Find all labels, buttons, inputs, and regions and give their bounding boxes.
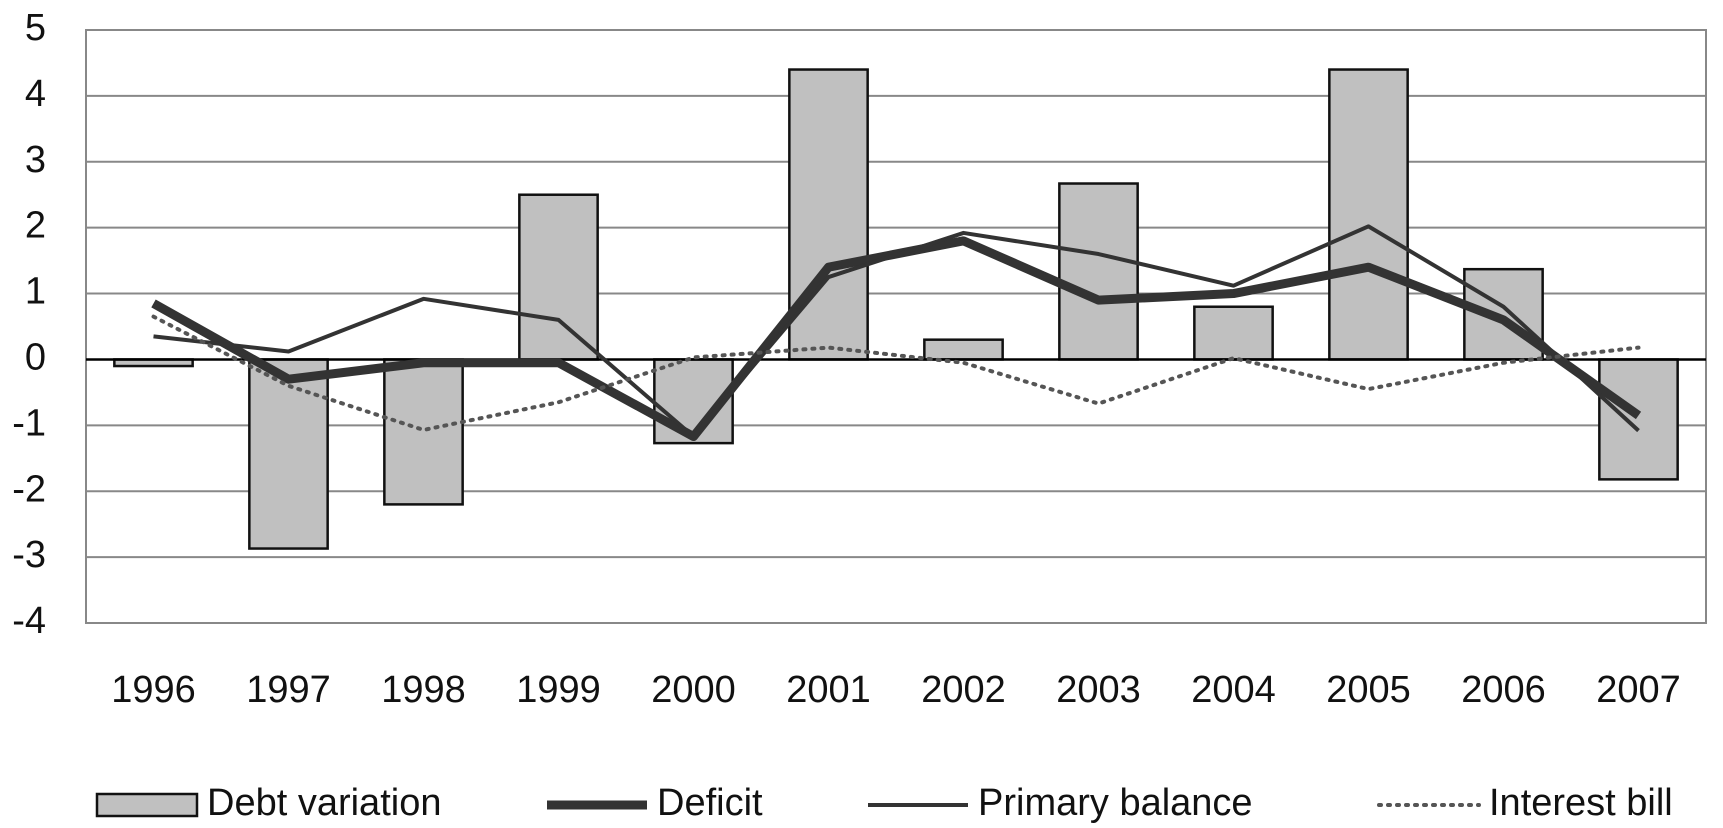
y-tick-label: 5: [25, 7, 46, 49]
series-line: [151, 314, 1641, 433]
x-tick-label: 2007: [1596, 669, 1681, 711]
x-tick-label: 1999: [516, 669, 601, 711]
bar: [1058, 182, 1139, 361]
x-tick-label: 2002: [921, 669, 1006, 711]
x-tick-label: 2001: [786, 669, 871, 711]
bar: [1598, 358, 1679, 481]
y-tick-label: 0: [25, 336, 46, 378]
bar: [1328, 68, 1409, 361]
y-tick-label: 2: [25, 205, 46, 247]
y-tick-label: -2: [12, 468, 46, 510]
bar: [788, 68, 869, 361]
x-tick-label: 2006: [1461, 669, 1546, 711]
bar: [383, 358, 464, 506]
bar: [518, 193, 599, 361]
y-tick-label: -3: [12, 534, 46, 576]
legend-label: Interest bill: [1489, 782, 1673, 824]
y-tick-label: 1: [25, 271, 46, 313]
plot-area: [85, 29, 1707, 624]
bar: [1463, 267, 1544, 361]
legend-swatch: [95, 792, 199, 818]
legend-label: Debt variation: [207, 782, 441, 824]
y-tick-label: 4: [25, 73, 46, 115]
x-tick-label: 2005: [1326, 669, 1411, 711]
x-tick-label: 2004: [1191, 669, 1276, 711]
legend-label: Primary balance: [978, 782, 1253, 824]
y-tick-label: -4: [12, 600, 46, 642]
x-tick-label: 2000: [651, 669, 736, 711]
y-tick-label: 3: [25, 139, 46, 181]
x-tick-label: 2003: [1056, 669, 1141, 711]
x-tick-label: 1998: [381, 669, 466, 711]
series-line: [151, 236, 1642, 442]
series-line: [153, 224, 1640, 439]
bar: [1193, 305, 1274, 361]
bar: [248, 358, 329, 550]
x-tick-label: 1996: [111, 669, 196, 711]
legend-label: Deficit: [657, 782, 763, 824]
x-tick-label: 1997: [246, 669, 331, 711]
bar: [923, 338, 1004, 361]
y-tick-label: -1: [12, 402, 46, 444]
